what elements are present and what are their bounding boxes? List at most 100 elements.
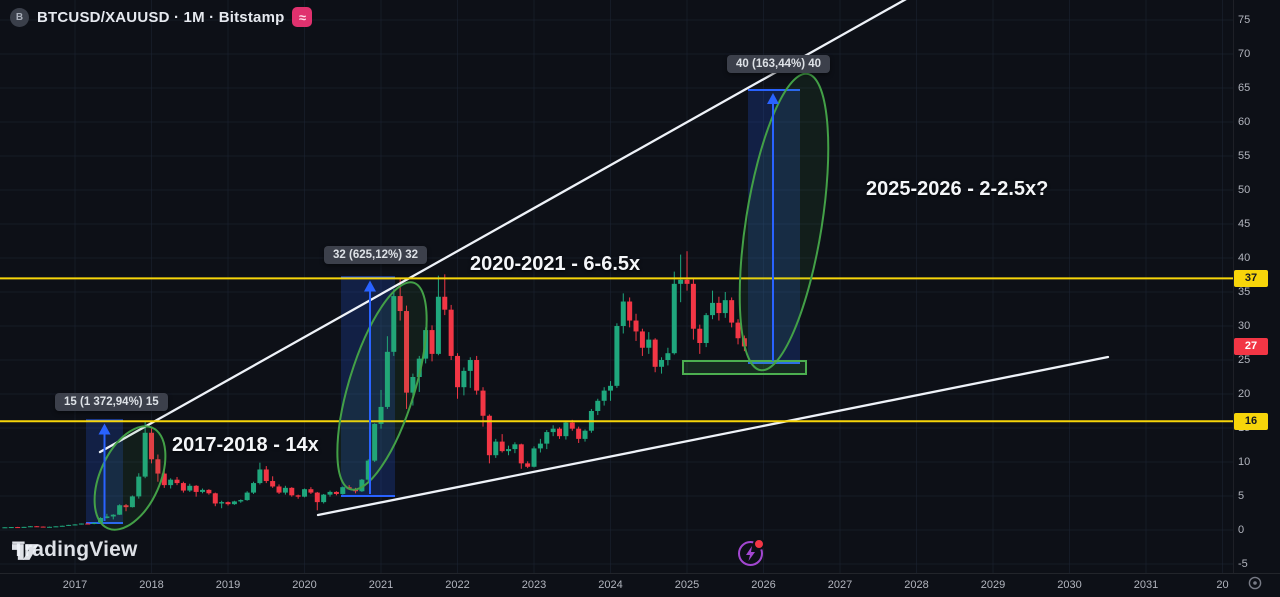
candle-body-2016-11: [59, 525, 65, 527]
candle-body-2022-06: [486, 415, 492, 456]
candle-body-2017-08: [117, 505, 123, 515]
chart-plot[interactable]: [0, 0, 1233, 573]
candle-body-2020-07: [340, 487, 346, 494]
candle-body-2022-12: [525, 463, 531, 467]
candle-body-2023-01: [531, 448, 537, 467]
text-annotation-2[interactable]: 2020-2021 - 6-6.5x: [470, 253, 641, 275]
candle-body-2018-05: [174, 479, 180, 484]
candle-body-2019-08: [270, 481, 276, 487]
candle-body-2021-07: [416, 358, 422, 377]
candle-body-2024-10: [665, 353, 671, 360]
trend-line-1[interactable]: [98, 0, 908, 454]
time-tick-2026: 2026: [751, 579, 776, 591]
candle-body-2021-05: [404, 311, 410, 393]
candle-body-2025-05: [710, 302, 716, 316]
time-tick-2017: 2017: [62, 579, 88, 591]
ellipse-annotation-2[interactable]: [319, 273, 445, 499]
symbol-legend[interactable]: B BTCUSD/XAUUSD · 1M · Bitstamp ≈: [10, 7, 313, 27]
candle-body-2017-04: [91, 522, 97, 525]
candle-body-2018-06: [180, 483, 186, 491]
time-tick-2023: 2023: [521, 579, 547, 591]
measurement-arrowhead: [767, 93, 779, 104]
candle-body-2022-07: [493, 441, 499, 456]
candle-body-2023-03: [544, 432, 550, 444]
price-tick-45: 45: [1238, 218, 1251, 230]
level-price-badge-37[interactable]: 37: [1234, 269, 1268, 287]
price-axis[interactable]: [1233, 0, 1280, 573]
price-tick-20: 20: [1238, 388, 1251, 400]
candle-body-2018-08: [193, 485, 199, 492]
text-annotation-1[interactable]: 2017-2018 - 14x: [172, 434, 319, 456]
price-tick-25: 25: [1238, 354, 1251, 366]
price-tick-50: 50: [1238, 184, 1251, 196]
candle-body-2017-01: [72, 524, 78, 526]
candle-body-2024-01: [608, 385, 614, 391]
candle-body-2020-10: [359, 479, 365, 492]
ideas-stream-icon[interactable]: ≈: [292, 7, 313, 27]
candle-body-2016-09: [47, 526, 53, 528]
ellipse-annotation-3[interactable]: [723, 68, 845, 376]
symbol-title[interactable]: BTCUSD/XAUUSD · 1M · Bitstamp: [37, 8, 285, 26]
level-price-badge-16[interactable]: 16: [1234, 412, 1268, 430]
time-tick-2027: 2027: [827, 579, 853, 591]
price-tick-40: 40: [1238, 252, 1251, 264]
candle-body-2019-02: [231, 501, 237, 505]
notification-dot: [753, 538, 765, 550]
candle-body-2023-09: [582, 430, 588, 439]
candle-body-2017-12: [142, 432, 148, 477]
measurement-label-1[interactable]: 15 (1 372,94%) 15: [55, 393, 168, 411]
candle-body-2017-06: [104, 516, 110, 518]
candle-body-2016-08: [40, 526, 46, 528]
candle-body-2024-08: [652, 339, 658, 367]
candle-body-2022-11: [518, 444, 524, 464]
boost-button[interactable]: [737, 538, 765, 567]
candle-body-2021-09: [429, 330, 435, 354]
time-axis[interactable]: [0, 573, 1280, 597]
time-tick-2030: 2030: [1057, 579, 1082, 591]
time-tick-2020: 2020: [292, 579, 317, 591]
price-tick-70: 70: [1238, 48, 1251, 60]
candle-body-2025-07: [722, 300, 728, 314]
candle-body-2016-12: [66, 524, 72, 526]
ellipse-annotation-1[interactable]: [80, 416, 180, 541]
time-tick-2029: 2029: [980, 579, 1006, 591]
candle-body-2022-10: [512, 444, 518, 450]
candle-body-2024-11: [671, 283, 677, 354]
candle-body-2021-02: [384, 351, 390, 407]
candle-body-2023-02: [537, 443, 543, 449]
candle-body-2024-02: [614, 326, 620, 386]
candle-body-2020-11: [365, 460, 371, 480]
candle-body-2017-07: [110, 514, 116, 517]
candle-body-2018-01: [149, 432, 155, 460]
candle-body-2017-09: [123, 505, 129, 508]
candle-body-2025-04: [703, 315, 709, 343]
price-tick-35: 35: [1238, 286, 1251, 298]
candle-body-2023-07: [569, 422, 575, 429]
candle-body-2018-11: [212, 493, 218, 504]
time-tick-2028: 2028: [904, 579, 929, 591]
time-tick-2021: 2021: [368, 579, 394, 591]
candle-body-2025-01: [684, 279, 690, 284]
candlestick-chart[interactable]: [0, 0, 1233, 573]
price-tick-0: 0: [1238, 524, 1245, 536]
candle-body-2024-07: [646, 339, 652, 348]
support-zone-box[interactable]: [682, 360, 807, 375]
tradingview-logo[interactable]: TradingView: [12, 538, 138, 562]
measurement-label-2[interactable]: 32 (625,12%) 32: [324, 246, 428, 264]
candle-body-2020-04: [321, 494, 327, 503]
candle-body-2020-02: [308, 489, 314, 493]
candle-body-2024-06: [639, 331, 645, 348]
candle-body-2018-10: [206, 489, 212, 494]
price-tick-65: 65: [1238, 82, 1251, 94]
price-tick-10: 10: [1238, 456, 1251, 468]
candle-body-2018-04: [168, 479, 174, 486]
candle-body-2017-03: [85, 523, 91, 525]
time-tick-2019: 2019: [215, 579, 241, 591]
trend-line-2[interactable]: [316, 355, 1110, 517]
candle-body-2018-09: [200, 489, 206, 492]
measurement-label-3[interactable]: 40 (163,44%) 40: [727, 55, 831, 73]
tradingview-logo-text: TradingView: [12, 538, 138, 561]
candle-body-2023-06: [563, 422, 569, 437]
candle-body-2019-09: [276, 486, 282, 493]
text-annotation-3[interactable]: 2025-2026 - 2-2.5x?: [866, 178, 1049, 200]
